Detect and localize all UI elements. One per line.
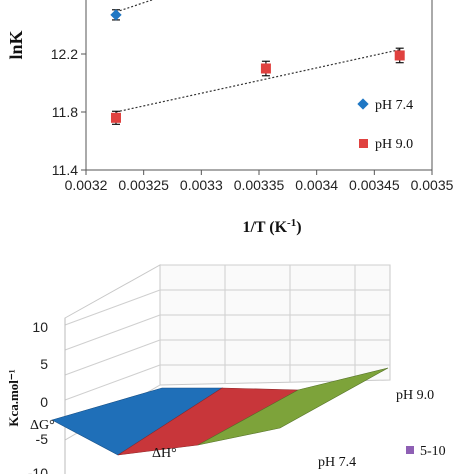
data-point-square [260, 63, 271, 74]
scatter-chart: lnK 1/T (K-1) 11.4 11.8 12.2 0.0032 0.00325… [6, 0, 454, 236]
data-points [110, 9, 405, 125]
x-tick-label: 0.0032 [65, 177, 108, 193]
legend-item-ph90: pH 9.0 [359, 137, 413, 152]
legend-marker-diamond [357, 98, 369, 110]
y-tick-label: 11.8 [52, 104, 78, 120]
legend-marker-square [359, 139, 368, 148]
z-tick-label: -10 [28, 465, 48, 474]
y-tick-label: 12.2 [51, 46, 78, 62]
y-tick-label: 11.4 [52, 162, 78, 178]
trendlines [115, 0, 400, 113]
z-tick-label: 10 [32, 319, 48, 335]
x-category-label: ΔH° [152, 446, 177, 461]
data-point-square [110, 112, 121, 123]
x-tick-label: 0.0033 [180, 177, 223, 193]
x-category-label: ΔG° [30, 418, 55, 433]
y-category-label: pH 7.4 [318, 455, 356, 470]
x-tick-labels: 0.0032 0.00325 0.0033 0.00335 0.0034 0.00345 0… [65, 170, 454, 193]
y-tick-labels: 11.4 11.8 12.2 [51, 46, 86, 178]
legend-item-ph74: pH 7.4 [357, 98, 413, 113]
legend: pH 7.4 pH 9.0 [357, 98, 413, 152]
y-axis-label: lnK [6, 30, 26, 59]
surface [51, 367, 389, 456]
z-axis-label: Kca.mol⁻¹ [6, 369, 21, 426]
data-point-square [394, 50, 405, 61]
wall-gridlines [64, 264, 390, 401]
x-tick-label: 0.00335 [234, 177, 285, 193]
x-tick-label: 0.00345 [349, 177, 400, 193]
trendline [115, 0, 154, 13]
x-tick-label: 0.0034 [295, 177, 338, 193]
surface-legend: 5-10 [406, 444, 446, 459]
legend-label-5-10: 5-10 [420, 444, 446, 459]
z-tick-label: 0 [40, 394, 48, 410]
x-tick-label: 0.00325 [118, 177, 169, 193]
y-category-label: pH 9.0 [396, 388, 434, 403]
legend-label-ph90: pH 9.0 [375, 137, 413, 152]
z-tick-label: 5 [40, 356, 48, 372]
trendline [115, 49, 400, 113]
z-tick-label: -5 [36, 431, 49, 447]
legend-swatch-5-10 [406, 446, 414, 454]
surface-band-green [197, 367, 389, 446]
legend-label-ph74: pH 7.4 [375, 98, 413, 113]
x-axis-label: 1/T (K-1) [242, 217, 301, 236]
surface-chart: 10 5 0 -5 -10 Kca.mol⁻¹ ΔG° ΔH° pH 7.4 p… [6, 264, 446, 474]
z-tick-labels: 10 5 0 -5 -10 [28, 319, 48, 474]
x-tick-label: 0.0035 [411, 177, 454, 193]
